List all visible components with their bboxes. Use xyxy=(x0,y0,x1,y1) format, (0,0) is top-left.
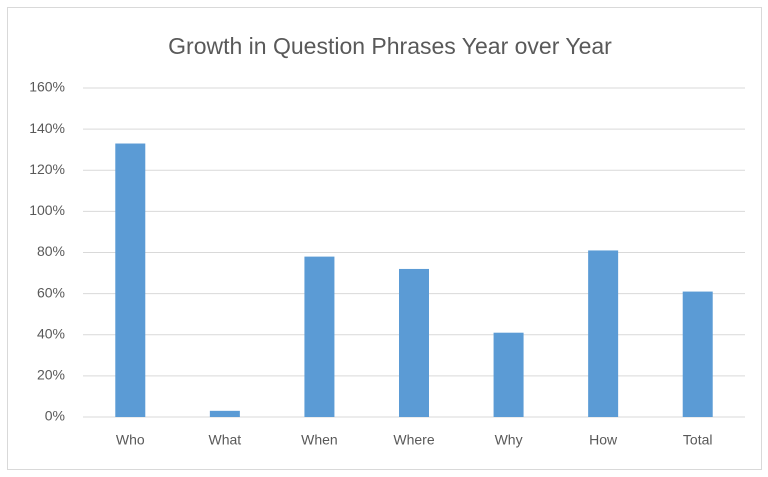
y-tick-label: 80% xyxy=(37,243,65,259)
bar xyxy=(588,250,619,417)
bar xyxy=(399,268,429,417)
y-tick-label: 160% xyxy=(29,79,65,95)
x-tick-label: When xyxy=(301,432,338,448)
chart-title: Growth in Question Phrases Year over Yea… xyxy=(168,33,612,59)
x-tick-label: Who xyxy=(116,432,145,448)
bar xyxy=(115,143,146,418)
y-tick-label: 20% xyxy=(37,367,65,383)
x-tick-label: Why xyxy=(495,432,523,448)
x-tick-label: What xyxy=(209,432,242,448)
y-tick-label: 60% xyxy=(37,284,65,300)
x-tick-label: How xyxy=(589,432,618,448)
bar xyxy=(209,410,240,417)
y-tick-label: 40% xyxy=(37,325,65,341)
bar xyxy=(493,332,524,417)
bar xyxy=(682,291,713,417)
bar xyxy=(304,256,335,417)
x-tick-label: Where xyxy=(393,432,434,448)
x-tick-label: Total xyxy=(683,432,713,448)
y-tick-label: 100% xyxy=(29,202,65,218)
y-tick-label: 0% xyxy=(45,408,65,424)
y-tick-label: 140% xyxy=(29,120,65,136)
y-tick-label: 120% xyxy=(29,161,65,177)
